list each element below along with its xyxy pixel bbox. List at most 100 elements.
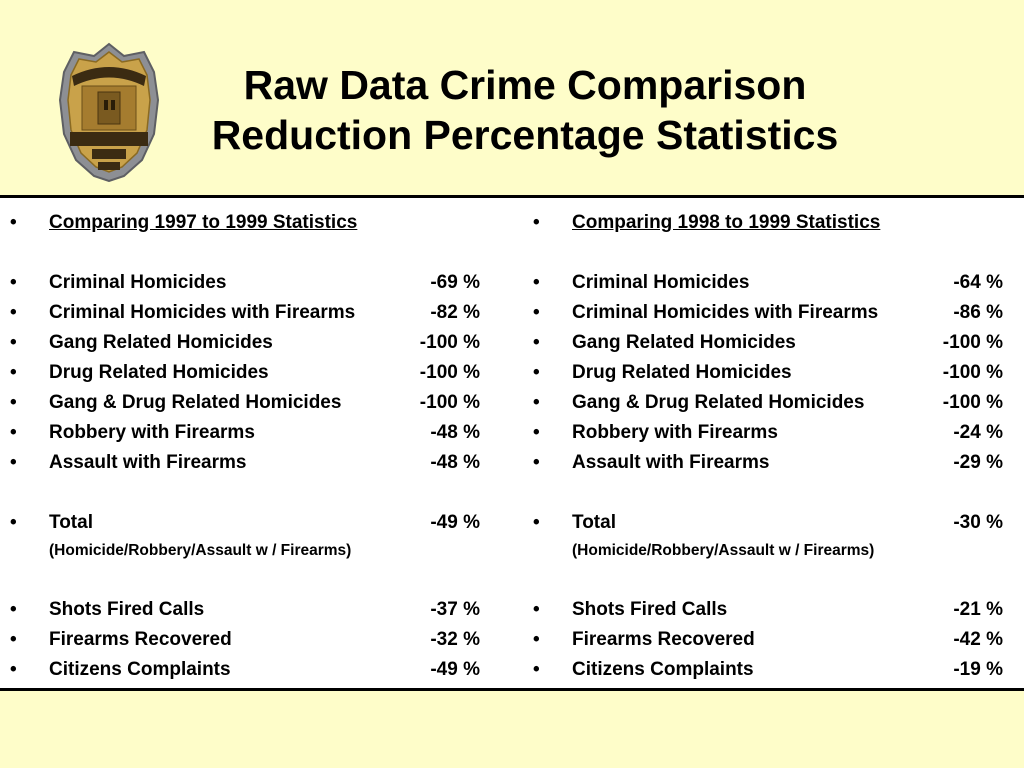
stat-label: Citizens Complaints — [572, 659, 754, 680]
stat-label: Gang & Drug Related Homicides — [49, 392, 342, 413]
heading-label: Comparing 1997 to 1999 Statistics — [49, 212, 358, 233]
stat-value: -48 % — [430, 422, 480, 443]
bullet: • — [533, 659, 540, 680]
stat-label: Shots Fired Calls — [49, 599, 205, 620]
stat-value: -30 % — [953, 512, 1003, 533]
stat-value: -24 % — [953, 422, 1003, 443]
bullet: • — [533, 362, 540, 383]
stat-value: -100 % — [942, 392, 1003, 413]
stat-row: • Criminal Homicides with Firearms -82 % — [0, 299, 480, 327]
stat-value: -42 % — [953, 629, 1003, 650]
stat-label: Total — [572, 512, 616, 533]
stat-label: Assault with Firearms — [49, 452, 247, 473]
stat-label: Total — [49, 512, 93, 533]
stat-value: -37 % — [430, 599, 480, 620]
stat-row: • Assault with Firearms -29 % — [523, 449, 1003, 477]
bullet: • — [10, 212, 17, 233]
page-title: Raw Data Crime Comparison Reduction Perc… — [160, 60, 890, 160]
total-note: (Homicide/Robbery/Assault w / Firearms) — [572, 542, 875, 559]
stat-row: • Assault with Firearms -48 % — [0, 449, 480, 477]
bullet: • — [10, 362, 17, 383]
bullet: • — [533, 452, 540, 473]
stat-row: • Citizens Complaints -19 % — [523, 656, 1003, 684]
title-line-2: Reduction Percentage Statistics — [211, 112, 839, 158]
bullet: • — [533, 212, 540, 233]
stat-row: • Drug Related Homicides -100 % — [523, 359, 1003, 387]
stat-label: Firearms Recovered — [572, 629, 755, 650]
stat-value: -49 % — [430, 659, 480, 680]
bullet: • — [533, 422, 540, 443]
stat-row: • Gang & Drug Related Homicides -100 % — [523, 389, 1003, 417]
stat-label: Firearms Recovered — [49, 629, 232, 650]
stat-row: • Criminal Homicides -69 % — [0, 269, 480, 297]
stat-row: • Criminal Homicides with Firearms -86 % — [523, 299, 1003, 327]
stat-value: -21 % — [953, 599, 1003, 620]
stat-value: -82 % — [430, 302, 480, 323]
stat-label: Criminal Homicides with Firearms — [572, 302, 879, 323]
bullet: • — [533, 392, 540, 413]
police-badge-logo — [58, 42, 160, 183]
bullet: • — [10, 659, 17, 680]
stat-label: Criminal Homicides — [572, 272, 750, 293]
bullet: • — [10, 302, 17, 323]
total-row: • Total -30 % — [523, 509, 1003, 537]
stat-row: • Gang Related Homicides -100 % — [523, 329, 1003, 357]
stat-row: • Shots Fired Calls -37 % — [0, 596, 480, 624]
stat-value: -69 % — [430, 272, 480, 293]
stat-label: Drug Related Homicides — [49, 362, 269, 383]
stat-label: Shots Fired Calls — [572, 599, 728, 620]
stat-row: • Gang Related Homicides -100 % — [0, 329, 480, 357]
stat-label: Drug Related Homicides — [572, 362, 792, 383]
bullet: • — [533, 599, 540, 620]
stat-label: Robbery with Firearms — [49, 422, 255, 443]
stat-row: • Robbery with Firearms -48 % — [0, 419, 480, 447]
stat-row: • Drug Related Homicides -100 % — [0, 359, 480, 387]
stat-value: -49 % — [430, 512, 480, 533]
stat-value: -100 % — [419, 362, 480, 383]
bullet: • — [10, 332, 17, 353]
stat-label: Gang & Drug Related Homicides — [572, 392, 865, 413]
stat-value: -48 % — [430, 452, 480, 473]
bullet: • — [533, 629, 540, 650]
bullet: • — [10, 629, 17, 650]
stat-row: • Shots Fired Calls -21 % — [523, 596, 1003, 624]
stat-value: -19 % — [953, 659, 1003, 680]
bullet: • — [10, 599, 17, 620]
stat-label: Criminal Homicides — [49, 272, 227, 293]
bullet: • — [10, 392, 17, 413]
stat-value: -100 % — [419, 332, 480, 353]
stat-row: • Firearms Recovered -32 % — [0, 626, 480, 654]
bullet: • — [10, 422, 17, 443]
stat-label: Citizens Complaints — [49, 659, 231, 680]
stat-label: Gang Related Homicides — [572, 332, 796, 353]
bullet: • — [533, 332, 540, 353]
bullet: • — [10, 272, 17, 293]
stat-row: • Firearms Recovered -42 % — [523, 626, 1003, 654]
column-heading: • Comparing 1997 to 1999 Statistics — [0, 209, 480, 237]
stat-value: -32 % — [430, 629, 480, 650]
stat-row: • Gang & Drug Related Homicides -100 % — [0, 389, 480, 417]
bullet: • — [533, 512, 540, 533]
stat-value: -86 % — [953, 302, 1003, 323]
stat-row: • Citizens Complaints -49 % — [0, 656, 480, 684]
stat-value: -100 % — [942, 362, 1003, 383]
statistics-panel: • Comparing 1997 to 1999 Statistics • Cr… — [0, 195, 1024, 691]
stat-value: -100 % — [942, 332, 1003, 353]
stat-label: Assault with Firearms — [572, 452, 770, 473]
bullet: • — [533, 302, 540, 323]
stat-row: • Criminal Homicides -64 % — [523, 269, 1003, 297]
stat-label: Criminal Homicides with Firearms — [49, 302, 356, 323]
column-heading: • Comparing 1998 to 1999 Statistics — [523, 209, 1003, 237]
title-line-1: Raw Data Crime Comparison — [243, 62, 807, 108]
bullet: • — [533, 272, 540, 293]
stat-value: -100 % — [419, 392, 480, 413]
bullet: • — [10, 512, 17, 533]
bullet: • — [10, 452, 17, 473]
total-note: (Homicide/Robbery/Assault w / Firearms) — [49, 542, 352, 559]
heading-label: Comparing 1998 to 1999 Statistics — [572, 212, 881, 233]
stat-value: -29 % — [953, 452, 1003, 473]
stat-label: Robbery with Firearms — [572, 422, 778, 443]
stat-label: Gang Related Homicides — [49, 332, 273, 353]
stat-value: -64 % — [953, 272, 1003, 293]
stat-row: • Robbery with Firearms -24 % — [523, 419, 1003, 447]
